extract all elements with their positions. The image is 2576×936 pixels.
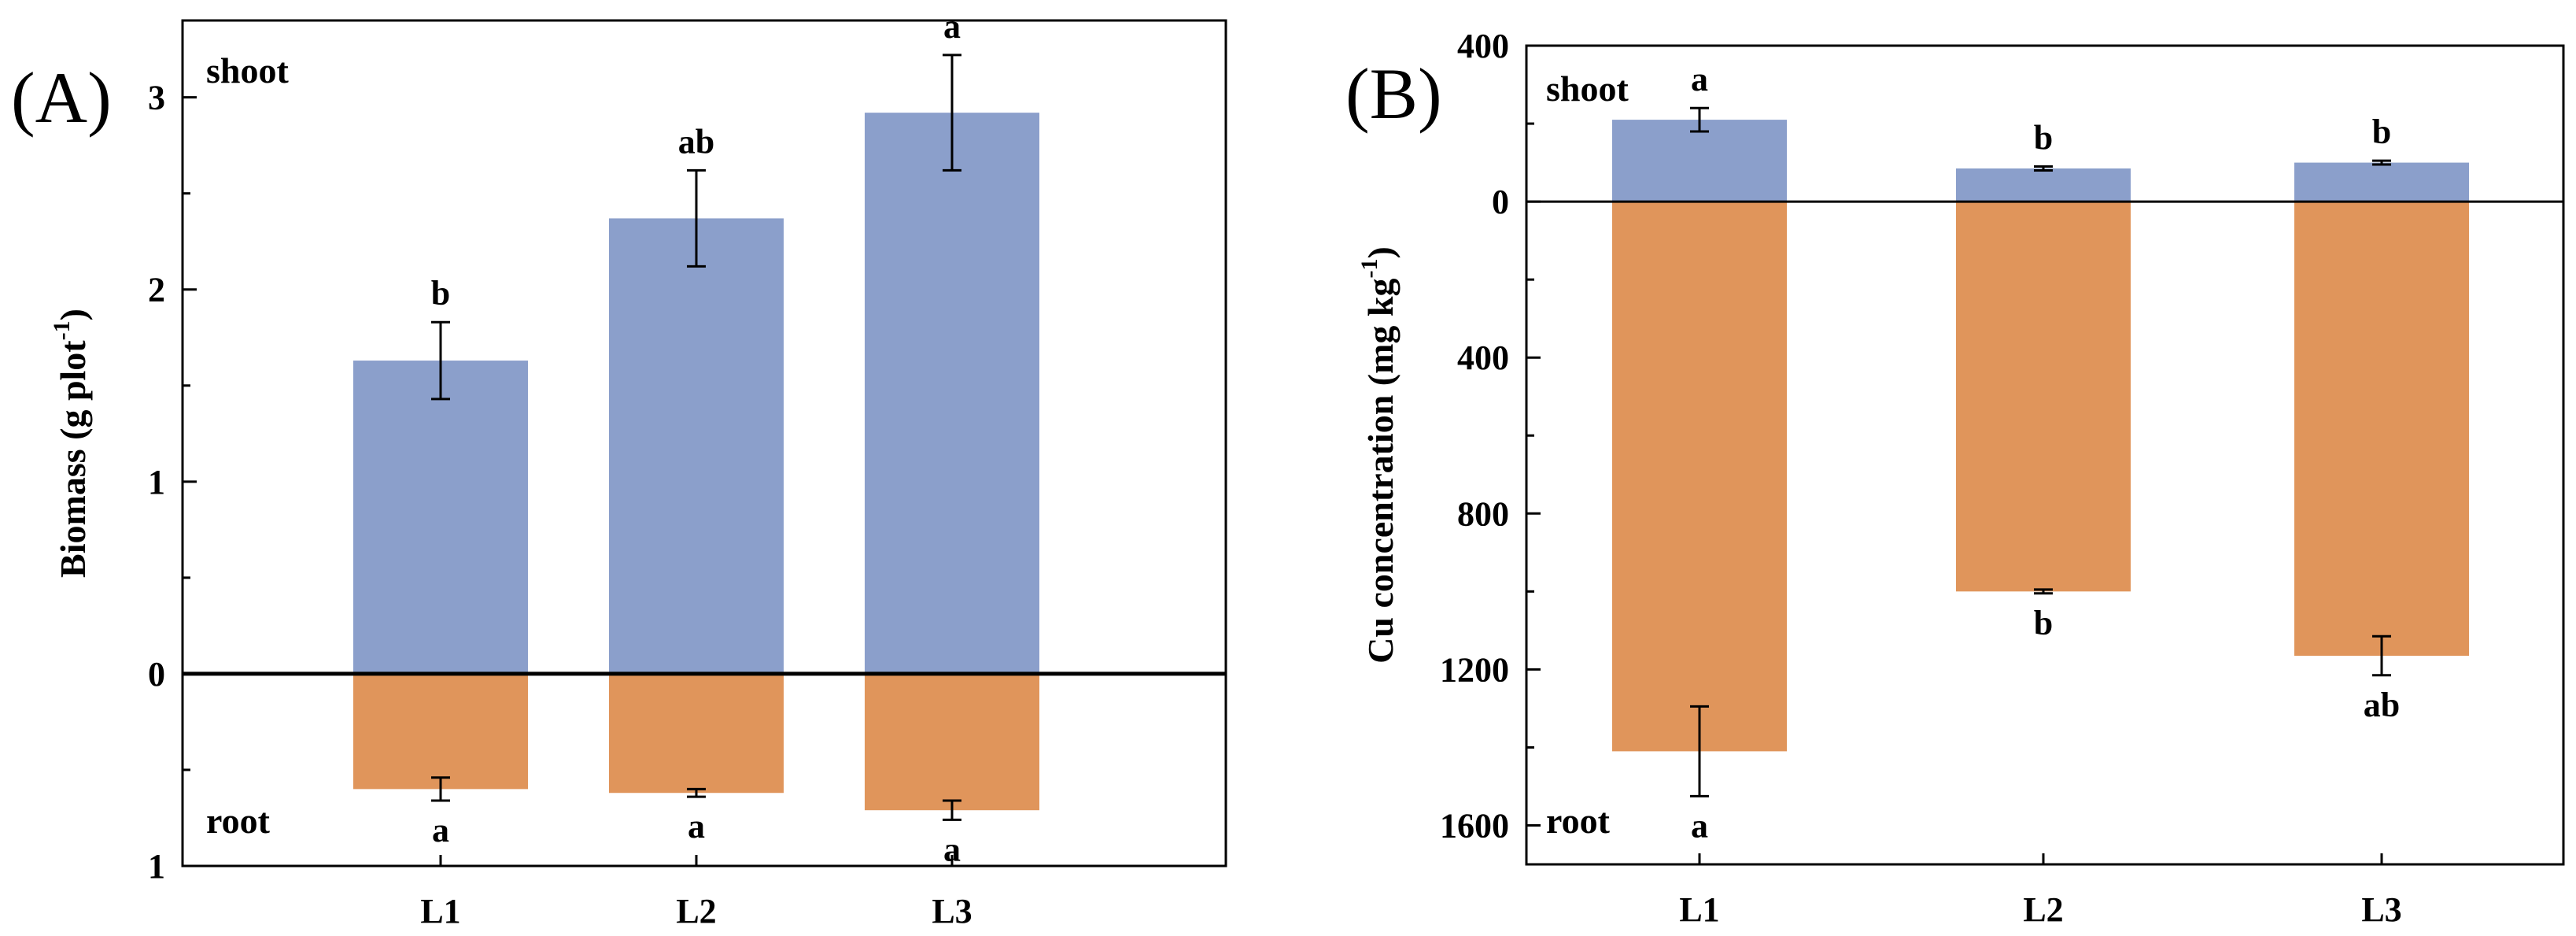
y-tick-label: 1200 xyxy=(1440,650,1509,689)
x-tick-label: L1 xyxy=(1679,890,1719,929)
root-bar xyxy=(609,673,784,794)
y-axis-title-end: ) xyxy=(53,309,93,320)
y-tick-label: 800 xyxy=(1457,494,1509,533)
shoot-bar xyxy=(1612,120,1787,202)
root-bar xyxy=(1956,202,2131,592)
shoot-bar xyxy=(1956,168,2131,202)
shoot-significance-label: b xyxy=(431,274,450,313)
shoot-significance-label: ab xyxy=(678,122,714,161)
shoot-bar xyxy=(353,361,528,674)
y-axis-title-superscript: -1 xyxy=(1356,258,1382,278)
y-tick-label: 1 xyxy=(148,847,165,886)
y-axis-title: Cu concentration (mg kg-1) xyxy=(1356,246,1401,664)
x-tick-label: L3 xyxy=(2361,890,2401,929)
root-part-label: root xyxy=(1546,801,1611,841)
y-axis-title-superscript: -1 xyxy=(49,320,75,340)
y-tick-label: 3 xyxy=(148,79,165,117)
x-tick-label: L2 xyxy=(676,892,716,930)
plot-frame xyxy=(1525,44,2565,866)
y-tick-label: 400 xyxy=(1457,339,1509,377)
x-tick-label: L2 xyxy=(2023,890,2063,929)
chart-panel-b: a a L1 b b L2 b ab L3 1600 1200 800 400 0 400 (B) shoot r… xyxy=(1345,27,2565,929)
y-tick-label: 0 xyxy=(148,655,165,694)
shoot-part-label: shoot xyxy=(206,50,289,91)
x-tick-label: L3 xyxy=(932,892,972,930)
root-bar xyxy=(353,673,528,790)
shoot-significance-label: a xyxy=(1691,60,1708,98)
chart-panel-a: b a L1 ab a L2 a a L3 1 0 1 2 3 (A) shoot root Biomass (g… xyxy=(11,7,1227,930)
root-part-label: root xyxy=(206,801,271,841)
y-axis-title-main: Biomass (g plot xyxy=(53,340,93,578)
root-significance-label: a xyxy=(688,807,705,845)
panel-label: (A) xyxy=(11,57,112,138)
shoot-significance-label: b xyxy=(2034,119,2053,157)
y-tick-label: 2 xyxy=(148,271,165,309)
root-bar xyxy=(2294,202,2469,657)
y-axis-title-main: Cu concentration (mg kg xyxy=(1360,278,1401,663)
x-tick-label: L1 xyxy=(420,892,460,930)
shoot-bar xyxy=(865,113,1039,674)
root-significance-label: a xyxy=(432,811,449,849)
y-axis-title-end: ) xyxy=(1360,246,1401,258)
shoot-significance-label: b xyxy=(2372,113,2391,151)
shoot-bar xyxy=(2294,162,2469,202)
y-tick-label: 1600 xyxy=(1440,806,1509,845)
panel-label: (B) xyxy=(1345,54,1442,134)
root-bar xyxy=(865,673,1039,811)
shoot-bar xyxy=(609,218,784,674)
shoot-significance-label: a xyxy=(943,7,961,46)
y-tick-label: 400 xyxy=(1457,27,1509,65)
y-tick-label: 0 xyxy=(1492,183,1509,221)
root-bar xyxy=(1612,202,1787,752)
y-tick-label: 1 xyxy=(148,463,165,501)
root-significance-label: b xyxy=(2034,604,2053,642)
plot-frame xyxy=(181,19,1227,868)
shoot-part-label: shoot xyxy=(1546,68,1629,109)
root-significance-label: a xyxy=(943,830,961,868)
root-significance-label: a xyxy=(1691,806,1708,845)
y-axis-title: Biomass (g plot-1) xyxy=(49,309,93,578)
root-significance-label: ab xyxy=(2364,686,2400,724)
